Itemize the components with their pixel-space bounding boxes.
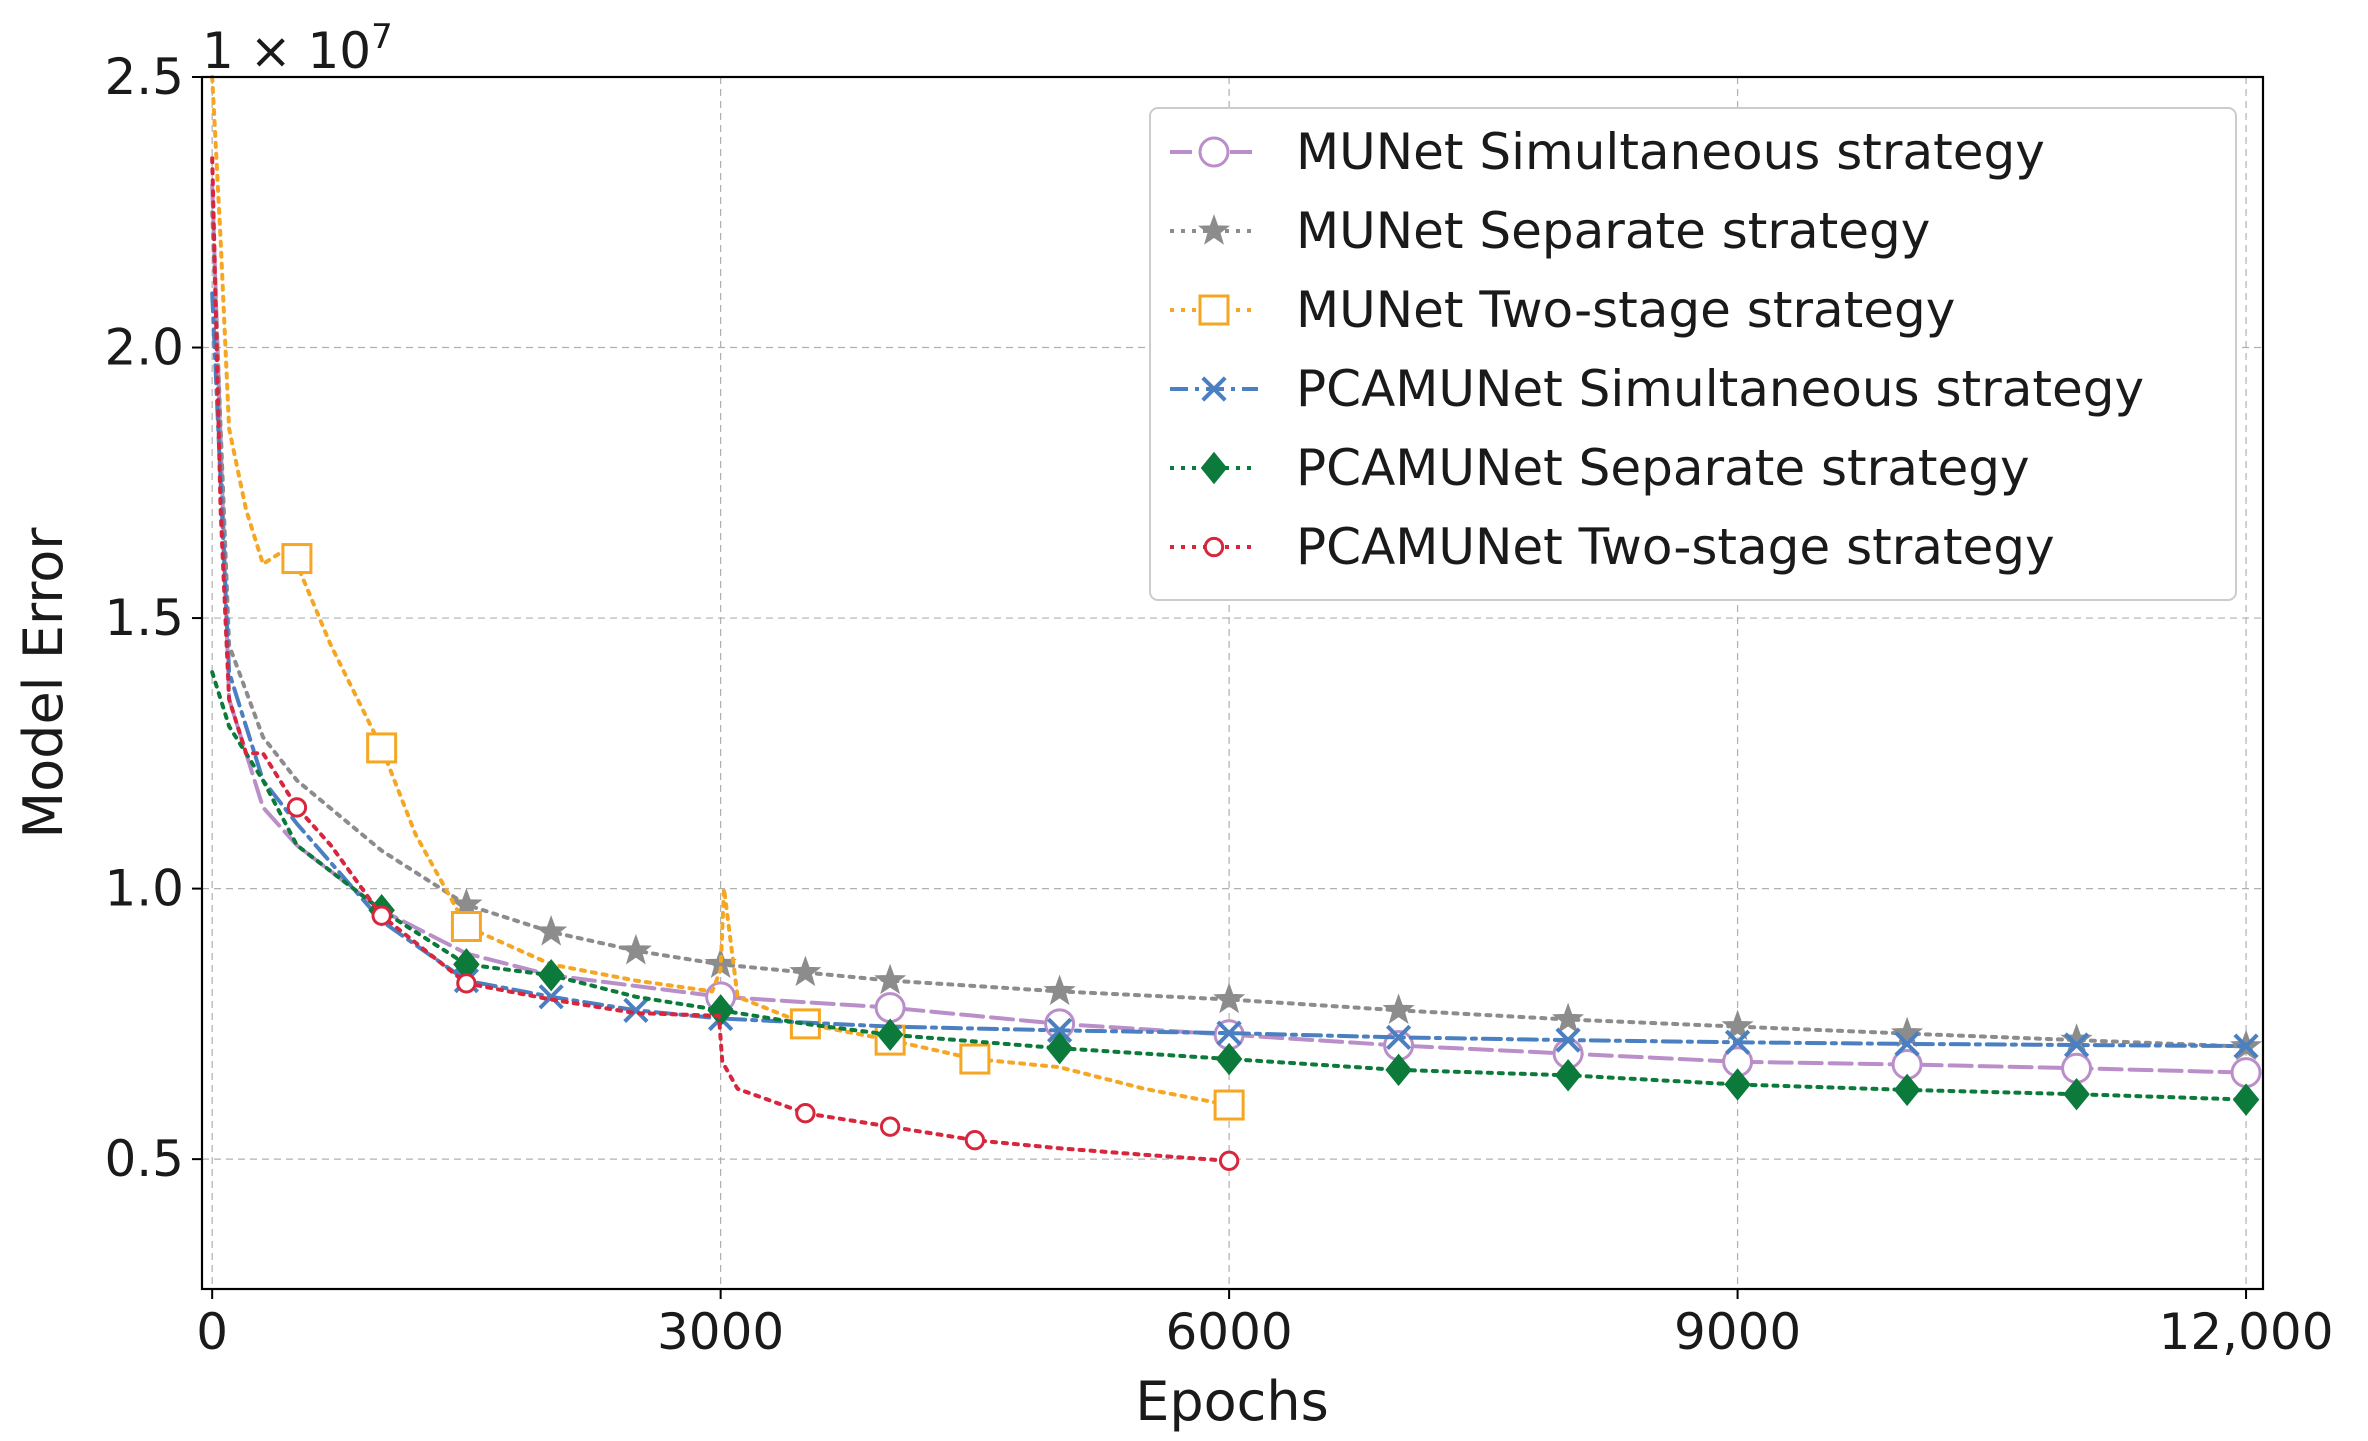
data-point-marker	[456, 973, 477, 994]
data-point-marker	[1385, 1053, 1412, 1087]
legend-label: PCAMUNet Separate strategy	[1296, 439, 2030, 497]
data-point-marker	[1216, 1020, 1242, 1046]
data-point-marker	[2232, 1083, 2260, 1116]
series-layer	[210, 75, 2263, 1171]
data-point-marker	[1551, 1002, 1585, 1034]
series-line	[210, 156, 1232, 1163]
data-point-marker	[1555, 1027, 1581, 1053]
data-point-marker	[619, 933, 652, 965]
data-point-marker	[789, 955, 822, 987]
legend-marker	[1197, 214, 1231, 245]
y-axis-label: Model Error	[12, 527, 75, 839]
data-point-marker	[2233, 1033, 2259, 1059]
data-point-marker	[1218, 1150, 1240, 1171]
legend-label: PCAMUNet Two-stage strategy	[1296, 518, 2055, 576]
legend: MUNet Simultaneous strategy MUNet Separat…	[1149, 107, 2237, 601]
data-point-marker	[537, 958, 565, 992]
data-point-marker	[795, 1102, 816, 1124]
legend-label: MUNet Separate strategy	[1296, 202, 1930, 260]
data-point-marker	[874, 963, 907, 995]
data-point-marker	[879, 1116, 901, 1137]
data-point-marker	[1385, 1024, 1412, 1051]
data-point-marker	[286, 797, 308, 818]
data-point-marker	[1213, 1089, 1245, 1121]
series-line	[210, 291, 2249, 1049]
legend-box	[1149, 107, 2237, 601]
data-point-marker	[1721, 1009, 1754, 1041]
data-point-marker	[1382, 993, 1415, 1025]
legend-entry: PCAMUNet Two-stage strategy	[1170, 518, 2055, 576]
data-point-marker	[623, 997, 649, 1023]
multiplier-exponent: 7	[371, 17, 393, 57]
data-point-marker	[1043, 974, 1076, 1006]
x-tick-label: 9000	[1674, 1303, 1801, 1361]
plot-frame	[200, 75, 2265, 1291]
data-point-marker	[2060, 1023, 2093, 1054]
data-point-marker	[2063, 1032, 2090, 1058]
data-point-marker	[1046, 1032, 1073, 1065]
legend-label: MUNet Two-stage strategy	[1296, 281, 1955, 339]
ticks-layer: 0 3000 6000 9000 12,000 0.5 1.0 1.5 2.0 2.5	[104, 48, 2333, 1361]
x-tick-label: 0	[196, 1303, 228, 1361]
multiplier-label: 1 × 107	[202, 17, 393, 80]
x-tick-label: 6000	[1165, 1303, 1292, 1361]
legend-label: MUNet Simultaneous strategy	[1296, 123, 2045, 181]
x-tick-label: 3000	[657, 1303, 784, 1361]
legend-entry: PCAMUNet Separate strategy	[1170, 439, 2030, 497]
data-point-marker	[1047, 1017, 1073, 1043]
data-point-marker	[1890, 1016, 1924, 1048]
legend-marker	[1200, 451, 1228, 485]
data-point-marker	[964, 1130, 986, 1151]
data-point-marker	[959, 1043, 991, 1075]
legend-marker	[1203, 536, 1225, 558]
data-point-marker	[1893, 1073, 1921, 1107]
legend-marker	[1198, 294, 1230, 326]
y-tick-label: 1.0	[104, 860, 184, 918]
data-point-marker	[1213, 982, 1246, 1014]
series-5	[210, 156, 1240, 1171]
y-tick-label: 2.0	[104, 319, 184, 377]
legend-entry: MUNet Two-stage strategy	[1170, 281, 1955, 339]
data-point-marker	[874, 992, 906, 1024]
data-point-marker	[876, 1018, 904, 1051]
data-point-marker	[1724, 1068, 1751, 1101]
data-point-marker	[281, 543, 313, 575]
data-point-marker	[450, 910, 482, 942]
legend-marker	[1201, 376, 1227, 402]
data-point-marker	[538, 984, 564, 1010]
legend-marker	[1198, 136, 1230, 168]
legend-label: PCAMUNet Simultaneous strategy	[1296, 360, 2144, 418]
data-point-marker	[371, 905, 392, 926]
data-point-marker	[1554, 1059, 1582, 1092]
data-point-marker	[535, 915, 568, 946]
data-point-marker	[2063, 1078, 2090, 1111]
x-axis-label: Epochs	[1135, 1370, 1328, 1433]
y-tick-label: 1.5	[104, 589, 184, 647]
series-1	[210, 210, 2263, 1061]
data-point-marker	[1894, 1031, 1920, 1057]
y-tick-label: 2.5	[104, 48, 184, 106]
legend-entry: MUNet Simultaneous strategy	[1170, 123, 2045, 181]
y-tick-label: 0.5	[104, 1130, 184, 1188]
legend-entry: MUNet Separate strategy	[1170, 202, 1930, 260]
data-point-marker	[366, 732, 398, 764]
data-point-marker	[1215, 1042, 1243, 1076]
data-point-marker	[1724, 1029, 1751, 1055]
series-line	[210, 75, 1232, 1107]
legend-entry: PCAMUNet Simultaneous strategy	[1170, 360, 2144, 418]
data-point-marker	[2230, 1057, 2262, 1089]
x-tick-label: 12,000	[2159, 1303, 2334, 1361]
